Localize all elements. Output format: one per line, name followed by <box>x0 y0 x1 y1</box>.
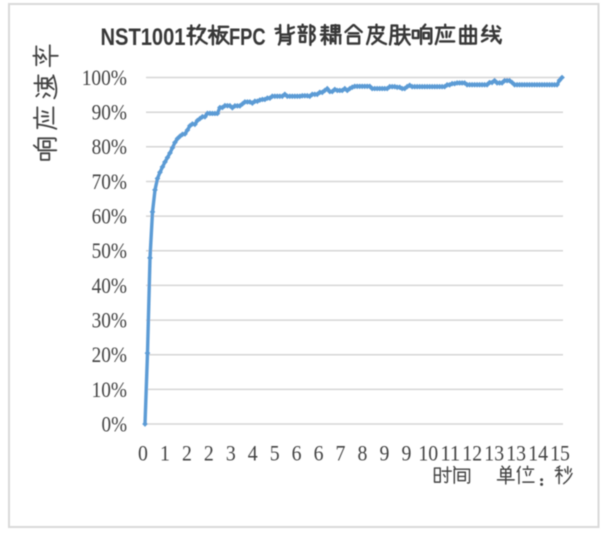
svg-text:6: 6 <box>292 441 302 466</box>
svg-text:12: 12 <box>462 441 482 466</box>
svg-text:3: 3 <box>226 441 236 466</box>
svg-text:7: 7 <box>336 441 346 466</box>
svg-text:10: 10 <box>418 441 438 466</box>
svg-text:10%: 10% <box>92 377 127 402</box>
svg-text:15: 15 <box>550 441 570 466</box>
svg-text:13: 13 <box>484 441 504 466</box>
svg-text:9: 9 <box>379 441 389 466</box>
svg-text:50%: 50% <box>92 238 127 263</box>
svg-text:0%: 0% <box>102 411 128 436</box>
svg-text:1: 1 <box>160 441 170 466</box>
svg-text:4: 4 <box>248 441 258 466</box>
svg-text:6: 6 <box>314 441 324 466</box>
svg-text:NST1001: NST1001 <box>101 24 186 51</box>
svg-text:80%: 80% <box>92 134 127 159</box>
svg-text:40%: 40% <box>92 273 127 298</box>
svg-text:70%: 70% <box>92 169 127 194</box>
svg-text:60%: 60% <box>92 204 127 229</box>
svg-text:13: 13 <box>506 441 526 466</box>
svg-text:2: 2 <box>204 441 214 466</box>
svg-text:2: 2 <box>182 441 192 466</box>
svg-text:100%: 100% <box>82 65 127 90</box>
svg-text:5: 5 <box>270 441 280 466</box>
svg-text:14: 14 <box>528 441 548 466</box>
svg-text:11: 11 <box>440 441 460 466</box>
svg-text:0: 0 <box>138 441 148 466</box>
svg-text:9: 9 <box>401 441 411 466</box>
svg-text:90%: 90% <box>92 100 127 125</box>
svg-text:20%: 20% <box>92 342 127 367</box>
svg-text:8: 8 <box>358 441 368 466</box>
svg-text:FPC: FPC <box>229 24 266 51</box>
svg-text:30%: 30% <box>92 307 127 332</box>
